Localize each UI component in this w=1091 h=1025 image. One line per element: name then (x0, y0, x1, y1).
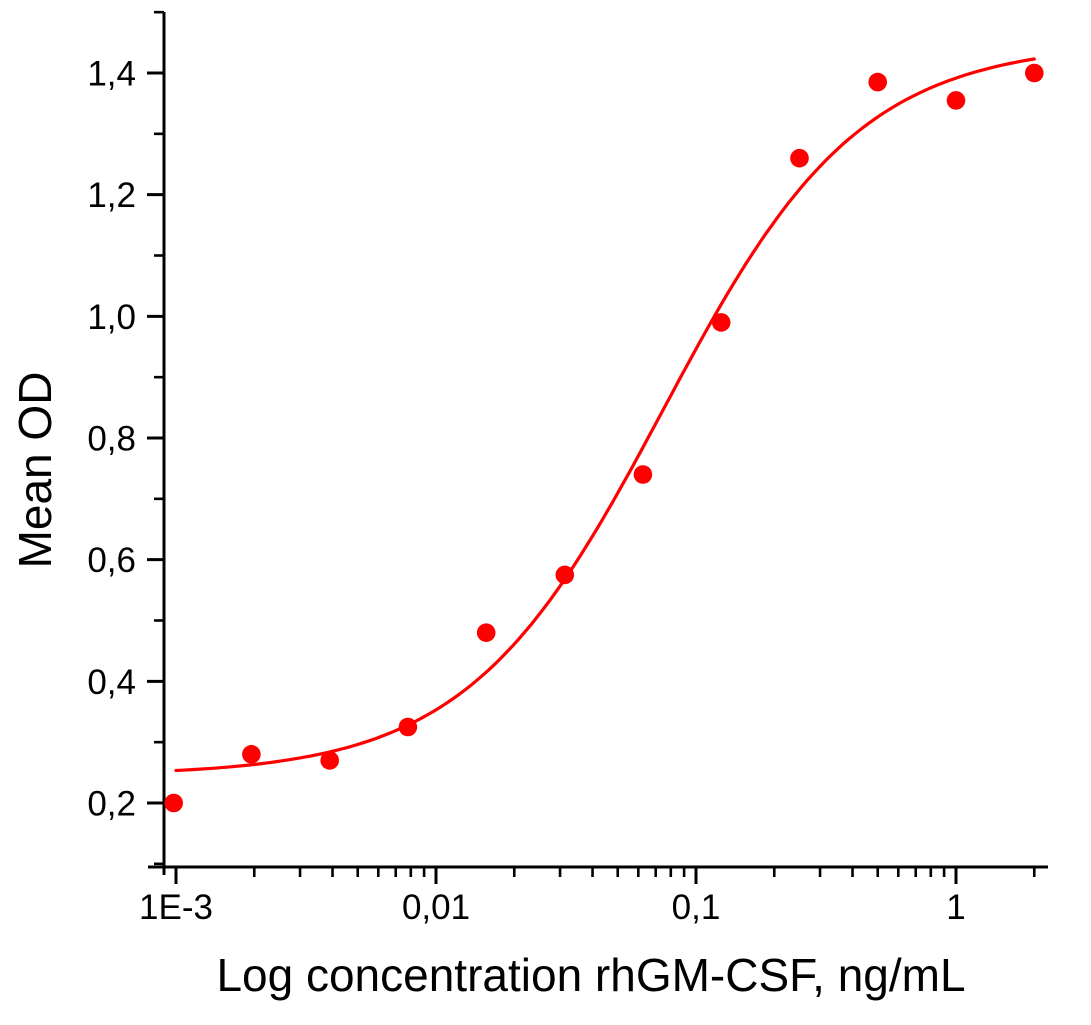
data-point (633, 465, 653, 484)
y-tick-label: 0,2 (87, 785, 136, 824)
y-tick-label: 1,4 (87, 55, 136, 94)
data-point (790, 148, 809, 168)
axes-layer: 0,2 0,4 0,6 0,8 1,0 1,2 1,4 1E-3 0,01 0,1 1 (87, 10, 1048, 927)
data-point (164, 793, 183, 813)
data-point (711, 313, 731, 332)
data-points-layer (164, 63, 1044, 813)
x-axis-title: Log concentration rhGM-CSF, ng/mL (216, 949, 965, 1001)
x-tick-label: 1E-3 (139, 888, 213, 927)
data-point (868, 72, 887, 92)
x-tick-label: 0,1 (672, 888, 721, 927)
data-point (242, 745, 261, 764)
y-tick-label: 0,6 (87, 541, 136, 580)
data-point (946, 91, 966, 110)
y-axis-title: Mean OD (9, 372, 61, 569)
fit-curve-layer (174, 57, 1036, 773)
y-tick-label: 1,0 (87, 298, 136, 337)
x-tick-label: 0,01 (402, 888, 470, 927)
data-point (476, 623, 496, 642)
fit-curve (174, 57, 1036, 773)
y-tick-label: 1,2 (87, 176, 136, 215)
y-tick-label: 0,8 (87, 420, 136, 459)
x-tick-label: 1 (946, 888, 965, 927)
data-point (1025, 63, 1044, 83)
y-tick-label: 0,4 (87, 663, 136, 702)
data-point (320, 751, 340, 770)
data-point (555, 565, 575, 585)
data-point (398, 717, 418, 737)
